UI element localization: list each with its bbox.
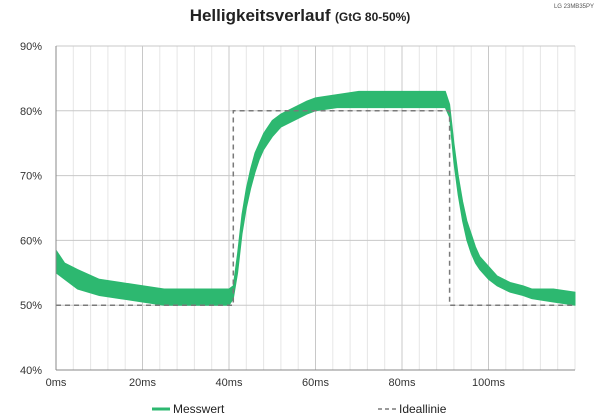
x-tick-label: 100ms [472, 377, 506, 389]
x-tick-label: 0ms [46, 377, 67, 389]
y-tick-label: 60% [20, 235, 42, 247]
device-label: LG 23MB35PY [553, 4, 594, 10]
x-tick-label: 40ms [216, 377, 243, 389]
x-tick-label: 20ms [129, 377, 156, 389]
chart-title-row: Helligkeitsverlauf (GtG 80-50%) [0, 6, 600, 26]
y-tick-label: 90% [20, 41, 42, 53]
y-tick-label: 40% [20, 365, 42, 377]
chart-title: Helligkeitsverlauf [189, 6, 331, 25]
series-ideallinie-line [56, 110, 575, 306]
axis-layer: 0ms 20ms 40ms 60ms 80ms 100ms 40% 50% 60% 70% 80% 9… [20, 41, 575, 389]
y-tick-label: 50% [20, 300, 42, 312]
legend: Messwert Ideallinie [152, 402, 447, 416]
series-messwert-band [55, 90, 576, 306]
legend-label-ideallinie: Ideallinie [399, 402, 447, 416]
x-tick-label: 60ms [302, 377, 329, 389]
series-layer [55, 90, 576, 306]
x-tick-label: 80ms [389, 377, 416, 389]
legend-label-messwert: Messwert [173, 402, 225, 416]
chart-subtitle: (GtG 80-50%) [334, 10, 411, 24]
y-tick-label: 70% [20, 171, 42, 183]
y-tick-label: 80% [20, 106, 42, 118]
